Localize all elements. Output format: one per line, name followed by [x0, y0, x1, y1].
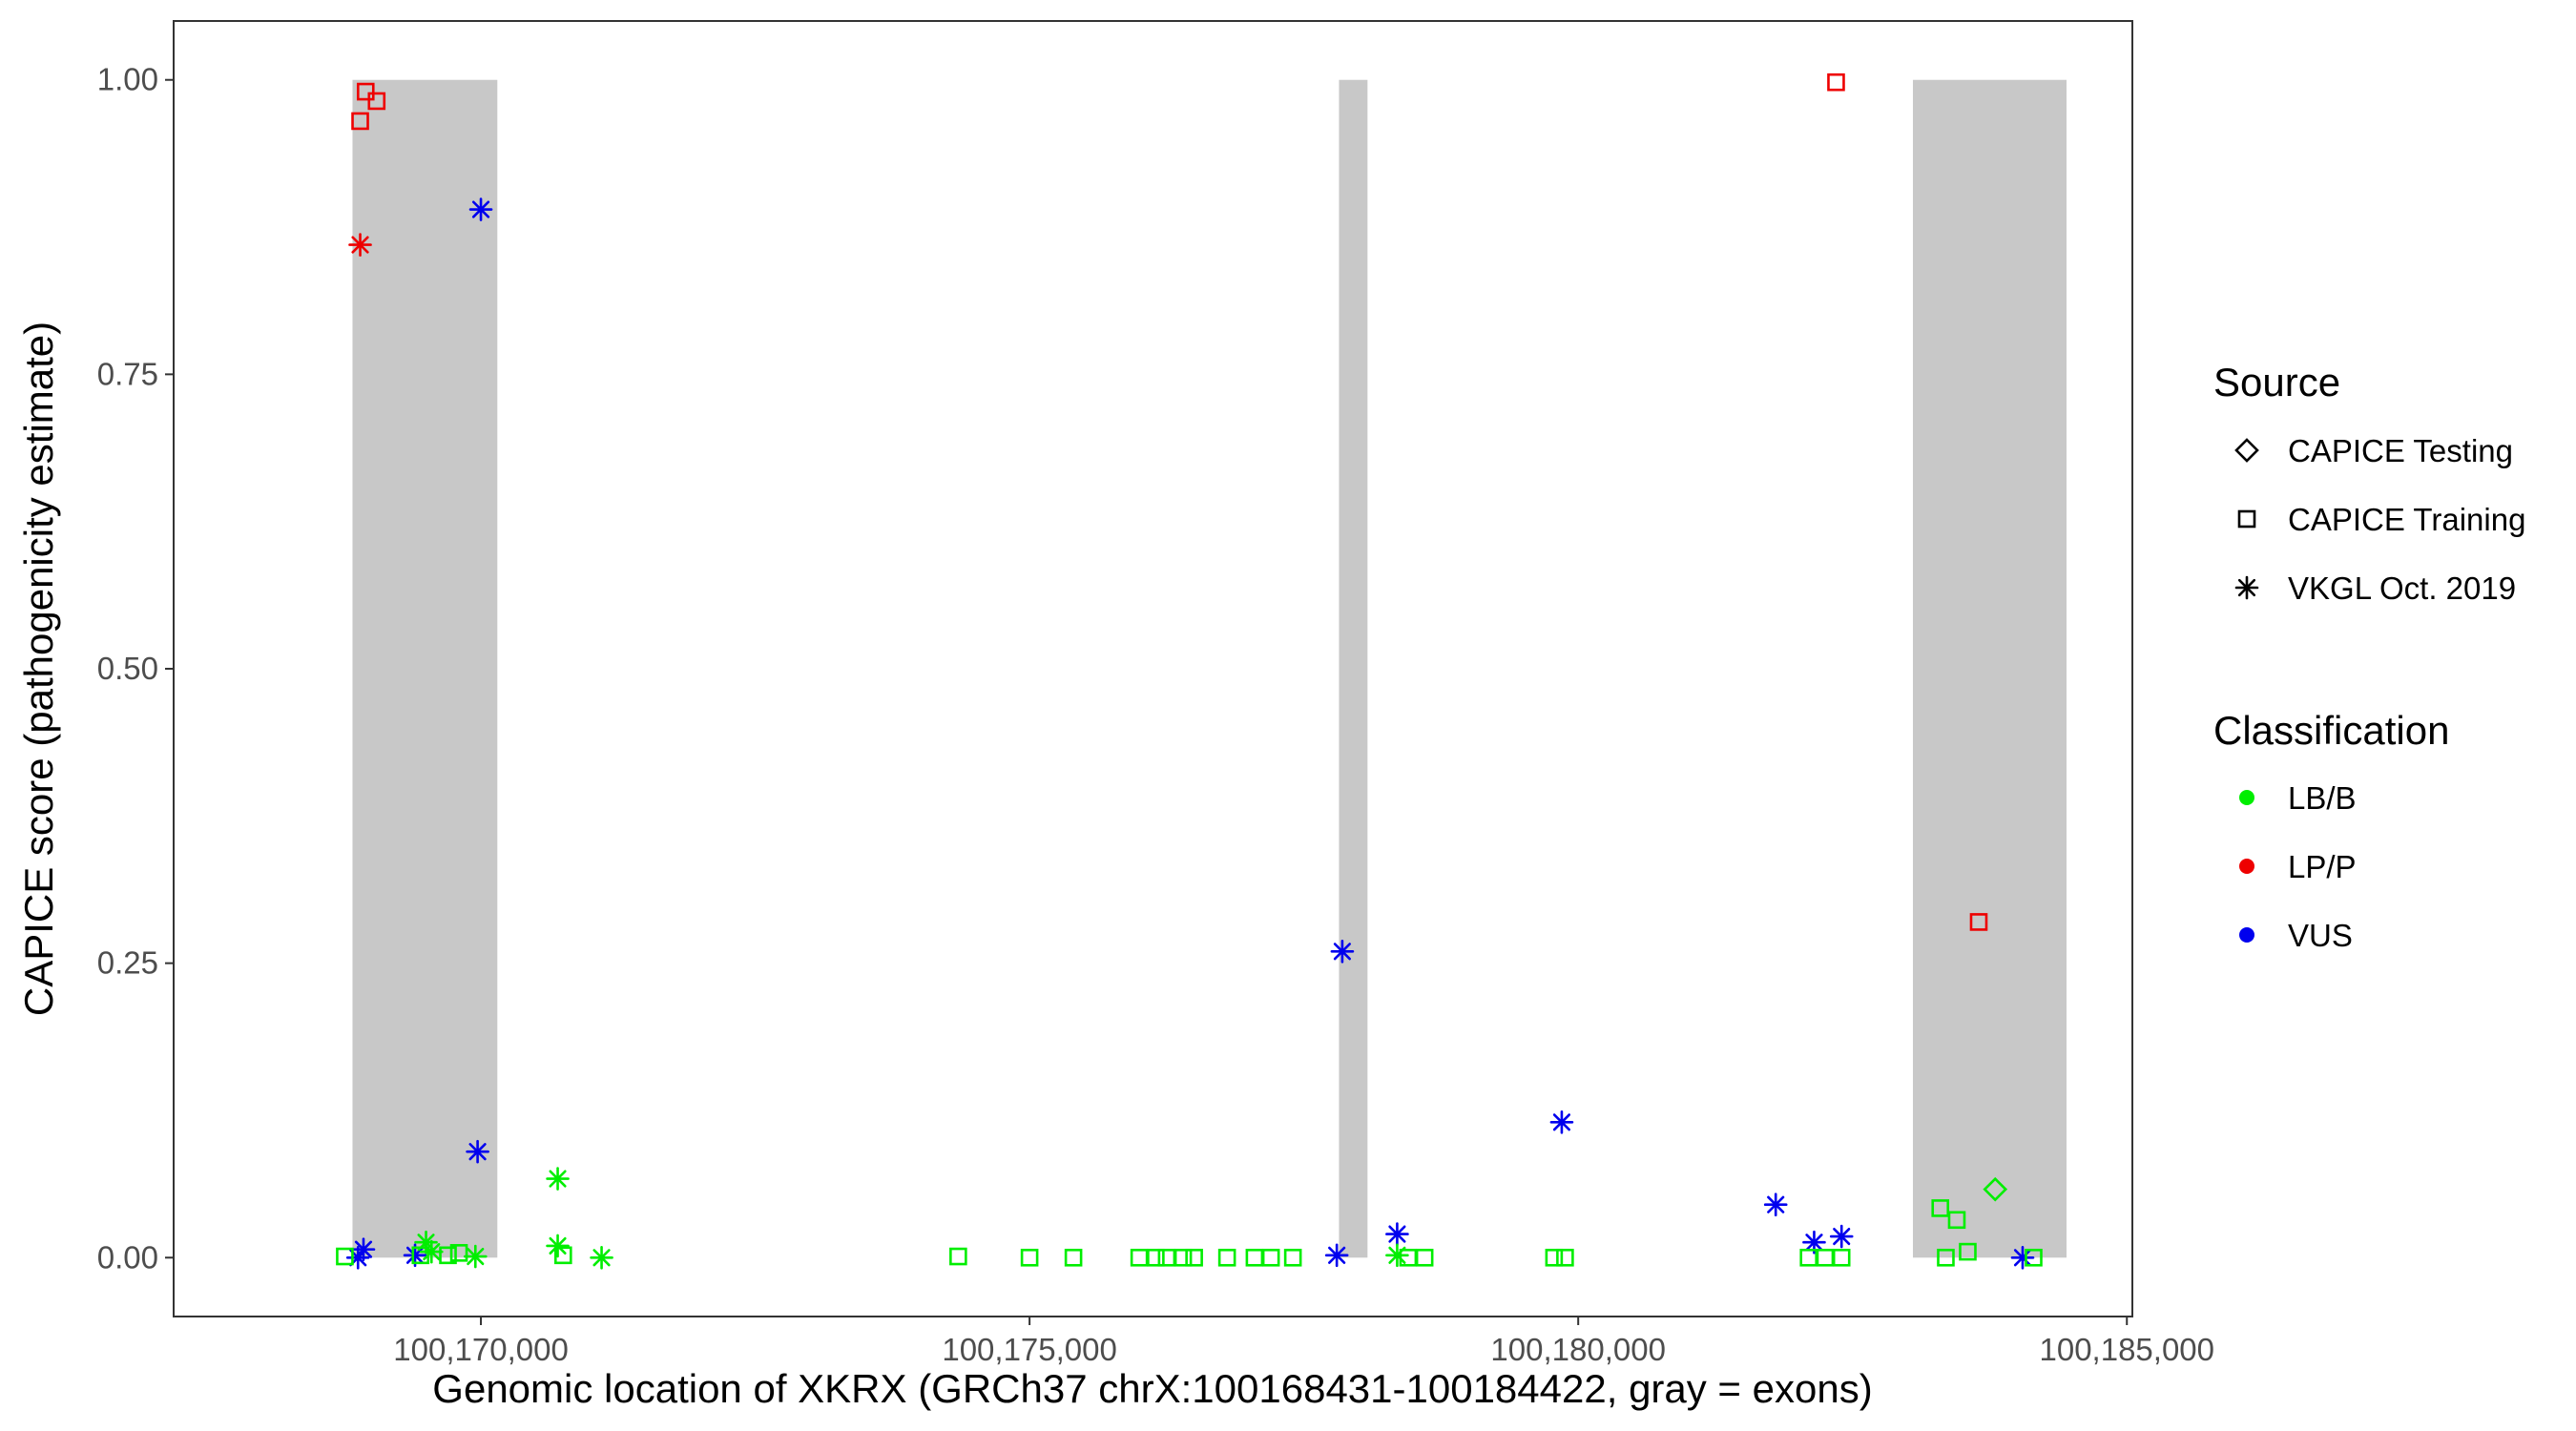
data-point: [356, 82, 375, 101]
data-point: [1829, 1224, 1854, 1249]
legend-key-dot: [2239, 859, 2254, 874]
data-point: [2025, 1248, 2043, 1267]
exon-bands: [352, 79, 2067, 1258]
legend-item-vus: VUS: [2288, 918, 2353, 953]
legend-source-keys: [2234, 438, 2259, 600]
data-point: [1931, 1199, 1950, 1217]
data-point: [1147, 1248, 1165, 1267]
data-point: [463, 1244, 488, 1269]
legend-item-lpp: LP/P: [2288, 849, 2357, 884]
x-tick-label: 100,185,000: [2039, 1332, 2214, 1367]
exon-band-2: [1339, 79, 1368, 1258]
y-tick-label: 0.25: [97, 945, 158, 981]
data-point: [1969, 913, 1988, 931]
data-point: [1959, 1242, 1977, 1261]
data-point: [553, 1246, 572, 1265]
y-tick-label: 0.00: [97, 1239, 158, 1275]
legend-source: Source CAPICE Testing CAPICE Training VK…: [2213, 360, 2525, 606]
exon-band-1: [352, 79, 498, 1258]
data-point: [1947, 1211, 1966, 1230]
y-tick-label: 0.75: [97, 356, 158, 391]
data-point: [1330, 939, 1355, 964]
y-axis-title: CAPICE score (pathogenicity estimate): [16, 321, 61, 1016]
data-point: [2010, 1245, 2035, 1270]
legend-key-dot: [2239, 927, 2254, 943]
data-point: [1832, 1248, 1851, 1267]
legend-key-square: [2237, 509, 2256, 529]
legend-item-capice-training: CAPICE Training: [2288, 502, 2525, 537]
axis-ticks: 0.00 0.25 0.50 0.75 1.00 100,170,000 100,175,0…: [97, 62, 2214, 1367]
data-point: [348, 233, 372, 257]
legend-key-asterisk: [2234, 575, 2259, 600]
data-point: [419, 1239, 444, 1264]
data-point: [949, 1247, 967, 1266]
data-point: [1020, 1248, 1039, 1267]
data-point: [1217, 1248, 1236, 1267]
data-point: [1415, 1248, 1434, 1267]
data-point: [546, 1167, 570, 1191]
data-point: [1185, 1248, 1203, 1267]
legend-key-dot: [2239, 790, 2254, 805]
data-point: [1763, 1192, 1788, 1217]
x-tick-label: 100,170,000: [393, 1332, 569, 1367]
data-point: [336, 1247, 354, 1266]
data-point: [1827, 73, 1845, 92]
data-point: [403, 1243, 427, 1268]
data-point: [1283, 1248, 1302, 1267]
exon-band-3: [1912, 79, 2067, 1258]
data-point: [1545, 1248, 1564, 1267]
data-point: [1261, 1248, 1280, 1267]
legend-classification-keys: [2239, 790, 2254, 943]
data-point: [411, 1246, 430, 1265]
legend-key-diamond: [2234, 438, 2259, 463]
data-point: [1064, 1248, 1083, 1267]
y-tick-label: 0.50: [97, 651, 158, 686]
x-tick-label: 100,175,000: [942, 1332, 1117, 1367]
data-point: [1385, 1243, 1409, 1268]
legend-item-lbb: LB/B: [2288, 780, 2357, 816]
legend-source-title: Source: [2213, 360, 2340, 404]
legend-item-capice-testing: CAPICE Testing: [2288, 433, 2513, 468]
data-point: [1937, 1248, 1955, 1267]
data-point: [546, 1234, 570, 1258]
data-point: [351, 112, 369, 131]
data-point: [1549, 1110, 1574, 1134]
data-point: [590, 1245, 613, 1270]
data-points: [336, 73, 2043, 1270]
y-tick-label: 1.00: [97, 62, 158, 97]
data-point: [1556, 1248, 1574, 1267]
x-axis-title: Genomic location of XKRX (GRCh37 chrX:10…: [432, 1366, 1872, 1411]
data-point: [367, 92, 386, 111]
data-point: [466, 1139, 489, 1164]
data-point: [1385, 1222, 1409, 1246]
data-point: [1324, 1243, 1349, 1268]
legend-classification: Classification LB/B LP/P VUS: [2213, 708, 2449, 953]
data-point: [1174, 1248, 1193, 1267]
legend-item-vkgl: VKGL Oct. 2019: [2288, 570, 2516, 606]
x-tick-label: 100,180,000: [1490, 1332, 1666, 1367]
data-point: [468, 197, 493, 221]
data-point: [449, 1244, 468, 1262]
legend-classification-title: Classification: [2213, 708, 2449, 753]
data-point: [439, 1246, 457, 1265]
data-point: [1983, 1176, 2008, 1202]
